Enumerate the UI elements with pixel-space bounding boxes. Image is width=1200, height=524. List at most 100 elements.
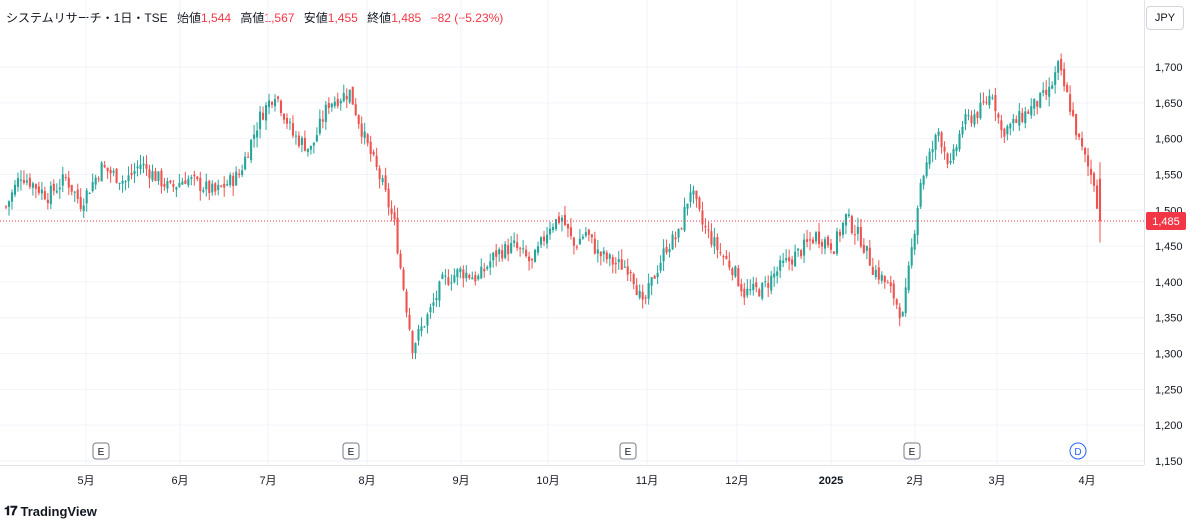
candle-body: [270, 102, 274, 105]
dividend-marker: [1069, 442, 1087, 460]
candle-body: [336, 98, 339, 107]
candle-body: [67, 177, 70, 188]
candle-body: [193, 174, 196, 177]
currency-button[interactable]: JPY: [1146, 6, 1184, 30]
x-tick-label: 11月: [636, 475, 658, 487]
close-value: 1,485: [391, 11, 422, 25]
candle-body: [749, 289, 752, 291]
candle-body: [31, 183, 34, 188]
x-tick-label: 8月: [358, 475, 375, 487]
candle-body: [991, 97, 994, 99]
candle-body: [4, 206, 8, 208]
symbol-label: システムリサーチ・1日・TSE: [6, 11, 168, 25]
candle-body: [1015, 119, 1018, 123]
candle-body: [297, 135, 300, 147]
candle-body: [785, 258, 788, 261]
candle-body: [477, 275, 480, 280]
candle-body: [946, 153, 949, 165]
candle-body: [217, 184, 220, 191]
candle-body: [396, 217, 399, 254]
candle-body: [605, 252, 608, 260]
candle-body: [803, 239, 806, 256]
candle-body: [510, 242, 513, 253]
candle-body: [979, 102, 982, 119]
candle-body: [925, 162, 928, 176]
candle-body: [262, 112, 265, 120]
candle-body: [542, 236, 546, 242]
candle-body: [868, 247, 871, 266]
candle-body: [10, 192, 14, 202]
candle-body: [910, 247, 913, 266]
candlestick-chart[interactable]: 1,7001,6501,6001,5501,5001,4501,4001,350…: [0, 0, 1200, 500]
candle-body: [737, 268, 740, 287]
y-tick-label: 1,700: [1155, 62, 1183, 74]
candle-body: [97, 178, 100, 180]
candle-body: [378, 168, 381, 180]
candle-body: [650, 277, 653, 286]
candle-body: [522, 248, 525, 250]
candle-body: [782, 260, 785, 263]
candle-body: [124, 181, 127, 183]
candle-body: [480, 266, 483, 279]
candle-body: [486, 266, 489, 269]
candle-body: [800, 250, 803, 257]
candle-body: [1075, 114, 1078, 136]
candle-body: [483, 268, 486, 272]
candle-body: [238, 173, 241, 176]
candle-body: [468, 274, 471, 279]
candle-body: [384, 175, 387, 190]
candle-body: [773, 273, 776, 278]
candle-body: [877, 267, 880, 280]
x-tick-label: 2月: [906, 475, 923, 487]
candle-body: [130, 172, 133, 176]
candle-body: [770, 275, 773, 291]
candle-body: [725, 255, 728, 259]
candle-body: [919, 182, 922, 207]
candle-body: [779, 260, 782, 271]
brand-label: TradingView: [20, 503, 97, 519]
candle-body: [172, 183, 175, 187]
candle-body: [728, 260, 731, 268]
candle-body: [1048, 86, 1051, 97]
candle-body: [375, 155, 378, 167]
candle-body: [814, 232, 818, 242]
candle-body: [492, 252, 495, 261]
candle-body: [590, 234, 593, 238]
candle-body: [641, 291, 644, 300]
candle-body: [1051, 85, 1054, 89]
tradingview-brand[interactable]: 𝟏𝟕 TradingView: [4, 503, 97, 519]
candle-body: [841, 222, 844, 235]
candle-body: [103, 165, 106, 168]
candle-body: [253, 134, 256, 139]
candle-body: [964, 114, 967, 125]
candle-body: [106, 167, 109, 172]
candle-body: [414, 343, 417, 354]
candle-body: [495, 250, 498, 257]
candle-body: [534, 249, 537, 263]
candle-body: [294, 135, 297, 137]
candle-body: [1060, 58, 1063, 71]
earnings-marker: [342, 442, 360, 460]
candle-body: [797, 248, 800, 251]
candle-body: [151, 171, 154, 181]
candle-body: [28, 177, 31, 187]
candle-body: [324, 104, 327, 122]
candle-body: [566, 223, 569, 229]
candle-body: [581, 236, 584, 239]
candle-body: [584, 232, 587, 236]
x-tick-label: 6月: [171, 475, 188, 487]
candle-body: [874, 269, 877, 277]
candle-body: [115, 168, 118, 183]
open-value: 1,544: [201, 11, 232, 25]
candle-body: [809, 239, 812, 241]
candle-body: [599, 252, 602, 257]
candle-body: [214, 183, 217, 192]
last-price-label: 1,485: [1152, 216, 1180, 228]
candle-body: [474, 274, 477, 282]
x-tick-label: 2025: [819, 475, 843, 487]
candle-body: [976, 112, 979, 118]
candle-body: [886, 282, 889, 284]
candle-body: [73, 191, 76, 193]
candle-body: [985, 102, 988, 104]
candle-body: [82, 205, 85, 211]
